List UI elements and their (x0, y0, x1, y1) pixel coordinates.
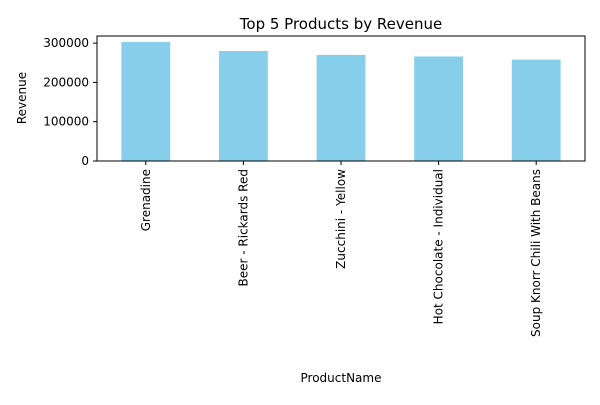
y-axis: 0 100000 200000 300000 (43, 36, 97, 168)
y-tick-label-1: 100000 (43, 115, 89, 129)
x-tick-label-1: Beer - Rickards Red (236, 169, 250, 286)
bar-3 (414, 56, 463, 161)
y-tick-label-0: 0 (81, 154, 89, 168)
bar-2 (316, 54, 366, 161)
x-tick-label-3: Hot Chocolate - Individual (432, 169, 446, 324)
bars-layer (121, 41, 561, 162)
x-tick-label-0: Grenadine (139, 169, 153, 231)
y-tick-label-2: 200000 (43, 75, 89, 89)
bar-1 (219, 50, 268, 161)
bar-0 (121, 41, 171, 162)
plot-frame (96, 35, 586, 162)
y-axis-label: Revenue (15, 72, 29, 124)
x-axis-label: ProductName (301, 371, 382, 385)
y-tick-label-3: 300000 (43, 36, 89, 50)
x-tick-label-4: Soup Knorr Chili With Beans (529, 169, 543, 337)
chart-title: Top 5 Products by Revenue (239, 15, 442, 33)
x-tick-label-2: Zucchini - Yellow (334, 169, 348, 269)
bar-4 (511, 59, 561, 161)
x-axis: Grenadine Beer - Rickards Red Zucchini - Y… (139, 161, 543, 337)
